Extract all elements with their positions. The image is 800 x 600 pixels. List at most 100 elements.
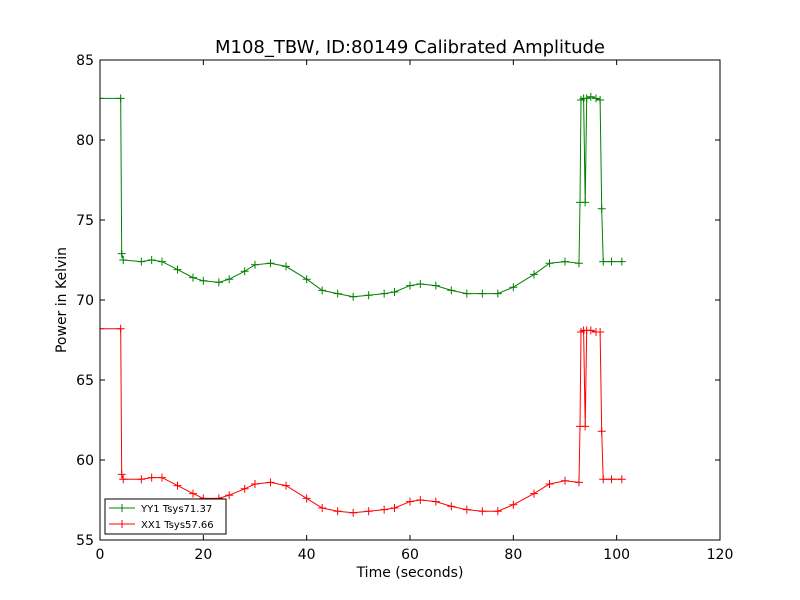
data-point [364, 291, 373, 300]
data-point [596, 328, 605, 336]
legend-swatch-marker [118, 504, 126, 512]
legend-entries: YY1 Tsys71.37 XX1 Tsys57.66 [109, 504, 214, 531]
y-tick-label: 60 [76, 453, 94, 469]
data-point [173, 265, 182, 274]
data-point [597, 204, 606, 213]
x-tick-label: 80 [504, 547, 522, 563]
data-point [586, 92, 595, 101]
data-point [333, 289, 342, 298]
data-point [493, 507, 502, 516]
data-point [318, 504, 327, 512]
data-point [333, 507, 342, 516]
data-point [574, 478, 583, 487]
data-point [617, 475, 626, 484]
data-point [406, 281, 414, 290]
data-point [390, 504, 399, 512]
data-point [282, 481, 290, 490]
data-point [509, 283, 518, 292]
data-point [158, 257, 166, 266]
data-point [561, 257, 569, 266]
x-axis-ticks: 0 20 40 60 80 100 120 [96, 60, 734, 563]
data-point [406, 497, 414, 506]
data-point [137, 257, 146, 266]
data-point [545, 259, 554, 268]
x-tick-label: 20 [194, 547, 212, 563]
x-axis-label: Time (seconds) [356, 565, 464, 581]
x-tick-label: 60 [401, 547, 419, 563]
data-point [596, 96, 605, 104]
data-point [607, 475, 616, 484]
data-point [147, 256, 156, 264]
data-point [199, 276, 208, 285]
legend-label: YY1 Tsys71.37 [140, 504, 212, 515]
data-point [364, 507, 373, 516]
data-point [431, 497, 440, 506]
series-1 [100, 324, 626, 517]
data-point [545, 480, 554, 488]
data-point [302, 275, 311, 284]
data-point [158, 473, 166, 482]
data-point [116, 324, 125, 333]
data-point [586, 326, 595, 335]
data-point [447, 286, 456, 295]
series-layer [100, 92, 626, 517]
data-point [582, 94, 591, 103]
data-point [530, 270, 538, 279]
data-point [581, 198, 590, 207]
data-point [597, 427, 606, 436]
y-tick-label: 80 [76, 133, 94, 149]
data-point [266, 478, 275, 487]
data-point [189, 489, 197, 498]
data-point [530, 489, 538, 498]
x-tick-label: 40 [298, 547, 316, 563]
data-point [592, 94, 600, 103]
data-point [416, 280, 425, 288]
x-tick-label: 0 [96, 547, 105, 563]
data-point [173, 481, 182, 490]
data-point [493, 289, 502, 298]
data-point [117, 249, 126, 258]
y-tick-label: 70 [76, 293, 94, 309]
data-point [318, 286, 327, 295]
legend-entry: YY1 Tsys71.37 [109, 504, 212, 515]
data-point [302, 494, 311, 503]
y-tick-label: 65 [76, 373, 94, 389]
legend-swatch-marker [118, 520, 126, 528]
data-point [189, 273, 197, 282]
plot-area [100, 92, 626, 517]
data-point [462, 505, 471, 514]
y-tick-label: 75 [76, 213, 94, 229]
data-point [214, 278, 223, 287]
data-point [147, 473, 156, 482]
y-axis-ticks: 55 60 65 70 75 80 85 [76, 53, 720, 549]
data-point [561, 476, 569, 485]
data-point [116, 94, 125, 103]
data-point [240, 484, 249, 493]
data-point [607, 257, 616, 266]
data-point [225, 491, 234, 500]
legend-entry: XX1 Tsys57.66 [109, 520, 214, 531]
data-point [599, 257, 608, 266]
data-point [349, 508, 358, 517]
y-tick-label: 55 [76, 533, 94, 549]
y-axis-label: Power in Kelvin [54, 247, 70, 353]
data-point [100, 324, 104, 333]
data-point [574, 259, 583, 268]
x-tick-label: 120 [707, 547, 734, 563]
x-tick-label: 100 [603, 547, 630, 563]
y-tick-label: 85 [76, 53, 94, 69]
data-point [509, 500, 518, 509]
data-point [431, 281, 440, 290]
data-point [119, 475, 128, 484]
data-point [100, 94, 104, 103]
series-0 [100, 92, 626, 301]
data-point [617, 257, 626, 266]
data-point [282, 262, 290, 271]
data-point [349, 292, 358, 301]
data-point [266, 259, 275, 268]
data-point [581, 422, 590, 431]
data-point [599, 475, 608, 484]
data-point [251, 260, 259, 269]
data-point [416, 496, 425, 504]
